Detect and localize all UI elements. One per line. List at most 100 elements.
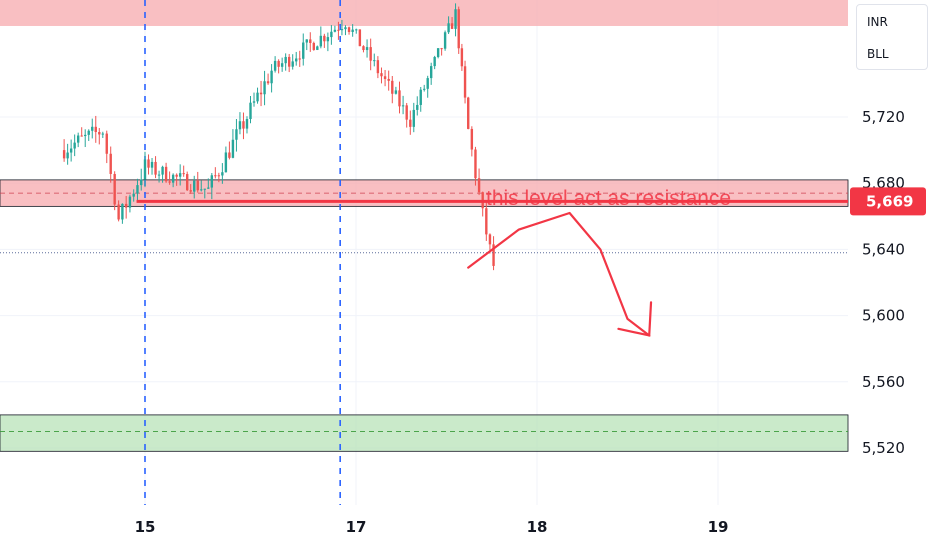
candle-body: [316, 46, 319, 50]
candle-body: [409, 119, 412, 127]
candle-body: [412, 109, 415, 127]
candle-body: [340, 29, 344, 31]
candle-body: [217, 175, 221, 177]
candle-body: [433, 57, 436, 67]
y-tick-label: 5,560: [862, 373, 905, 391]
x-tick-label: 15: [135, 518, 156, 536]
candle-body: [109, 153, 112, 174]
candle-body: [298, 58, 301, 60]
candle-body: [295, 58, 298, 62]
candle-body: [117, 204, 120, 220]
candle-body: [277, 60, 280, 67]
candle-body: [380, 73, 383, 77]
legend-box: INR BLL: [856, 4, 928, 70]
y-tick-label: 5,520: [862, 439, 905, 457]
candle-body: [249, 102, 252, 120]
x-tick-label: 19: [708, 518, 729, 536]
current-price-label: 5,669: [866, 192, 913, 210]
candle-body: [132, 193, 135, 197]
candle-body: [330, 31, 333, 38]
candle-body: [98, 132, 101, 135]
candle-body: [161, 166, 164, 175]
candle-body: [242, 121, 245, 129]
candle-body: [305, 39, 308, 43]
candle-body: [87, 130, 90, 135]
candle-body: [423, 88, 426, 90]
candle-body: [196, 180, 199, 191]
candle-body: [235, 129, 238, 140]
candle-body: [355, 29, 358, 31]
candle-body: [398, 90, 401, 107]
candle-body: [460, 48, 464, 67]
candle-body: [287, 56, 291, 67]
arrow-head: [617, 301, 653, 337]
candle-body: [426, 78, 429, 89]
candle-body: [319, 35, 323, 47]
candle-body: [231, 139, 235, 158]
candle-body: [266, 81, 270, 84]
x-axis: 15 17 18 19: [135, 518, 729, 536]
candle-body: [178, 173, 182, 177]
zone-layer: [0, 0, 849, 452]
candle-body: [323, 35, 326, 42]
candle-body: [200, 189, 203, 191]
candle-body: [182, 173, 185, 175]
candle-body: [429, 66, 433, 79]
candle-body: [309, 39, 312, 43]
candle-body: [124, 203, 128, 208]
candle-body: [143, 159, 147, 180]
legend-item-inr: INR: [867, 15, 888, 29]
candle-body: [69, 148, 73, 153]
candle-body: [168, 181, 171, 183]
candle-body: [263, 81, 266, 95]
price-tag: 5,669: [850, 187, 926, 216]
candle-body: [373, 60, 376, 62]
zone-resistance-top: [0, 0, 848, 26]
candle-body: [140, 179, 143, 186]
candle-body: [221, 172, 224, 176]
candle-body: [474, 149, 477, 179]
candle-body: [128, 196, 132, 208]
candle-body: [171, 174, 175, 183]
candle-body: [101, 133, 104, 135]
candle-body: [492, 244, 495, 266]
candle-body: [312, 42, 315, 50]
candle-body: [157, 174, 161, 176]
candle-body: [419, 89, 422, 105]
candle-body: [436, 48, 440, 58]
candle-body: [394, 90, 398, 94]
candle-body: [387, 78, 390, 81]
zone-support: [0, 414, 849, 452]
candle-body: [136, 185, 139, 194]
candle-body: [284, 56, 287, 64]
candle-body: [291, 61, 294, 67]
candle-body: [62, 150, 66, 159]
candle-body: [383, 76, 387, 79]
candle-body: [203, 188, 206, 190]
candle-body: [391, 80, 394, 94]
legend-item-bll: BLL: [867, 47, 889, 61]
y-tick-label: 5,600: [862, 307, 905, 325]
annotation-text: this level act as resistance: [486, 187, 731, 210]
candle-body: [84, 134, 87, 137]
candle-body: [76, 135, 80, 143]
candle-body: [121, 203, 124, 220]
candle-body: [91, 126, 94, 131]
candle-body: [228, 152, 231, 158]
x-tick-label: 17: [346, 518, 367, 536]
candle-body: [66, 152, 69, 159]
candle-body: [147, 159, 150, 168]
candle-body: [94, 126, 97, 133]
candle-body: [358, 29, 362, 47]
candle-body: [450, 23, 454, 29]
candle-body: [273, 60, 277, 71]
candle-body: [189, 190, 192, 192]
arrow-curve: [467, 211, 651, 337]
candle-body: [256, 92, 259, 102]
candle-body: [224, 152, 228, 173]
candle-body: [214, 175, 217, 177]
candle-body: [443, 32, 447, 49]
candle-body: [457, 9, 460, 49]
candle-body: [175, 174, 178, 177]
